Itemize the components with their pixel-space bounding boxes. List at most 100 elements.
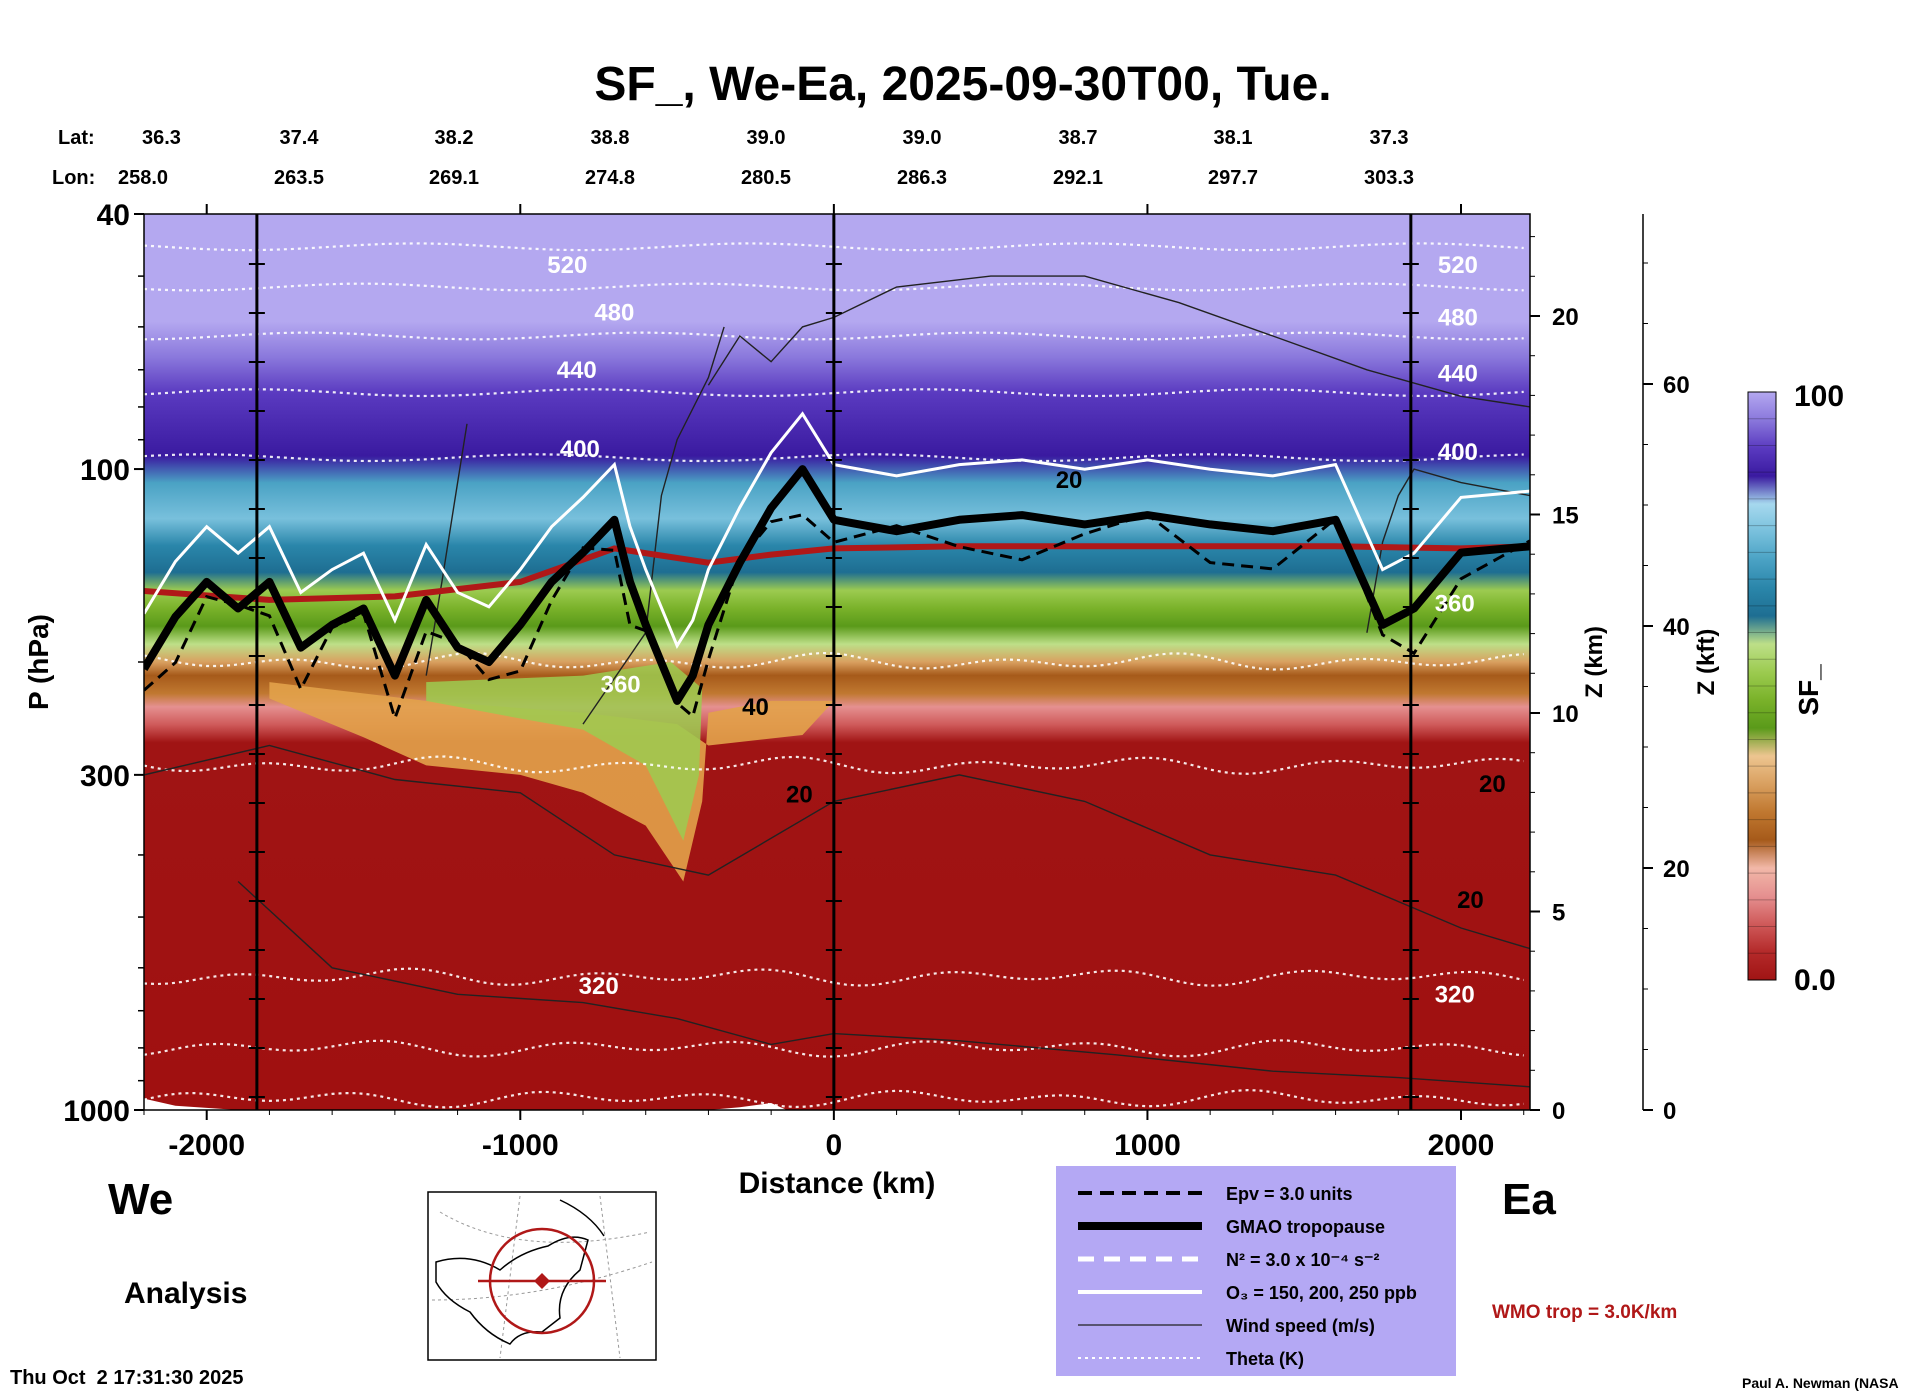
lon-label: Lon: [52,167,95,189]
z-kft-tick-label: 20 [1663,856,1690,883]
theta-contour [144,331,1524,341]
theta-label: 320 [1435,981,1475,1008]
lat-value: 36.3 [142,127,181,149]
z-km-tick-label: 15 [1552,503,1579,530]
theta-label: 520 [547,252,587,279]
right-region-label: Ea [1502,1175,1556,1224]
lat-value: 38.7 [1059,127,1098,149]
legend: Epv = 3.0 units GMAO tropopause N² = 3.0 x… [1056,1166,1456,1376]
z-km-tick-label: 10 [1552,701,1579,728]
lon-value: 292.1 [1053,167,1103,189]
legend-label: Wind speed (m/s) [1226,1316,1375,1336]
x-tick-label: 1000 [1114,1129,1181,1162]
theta-contour [144,453,1524,463]
ozone-contour [144,411,1530,649]
lon-value: 274.8 [585,167,635,189]
tropopause-fold-pocket [269,682,834,882]
colorbar-title: SF_ [1793,664,1824,716]
legend-label: Theta (K) [1226,1349,1304,1369]
colorbar-min: 0.0 [1794,964,1836,997]
theta-label: 400 [1438,439,1478,466]
theta-label: 320 [579,973,619,1000]
wind-label: 20 [1457,887,1484,914]
lon-value: 297.7 [1208,167,1258,189]
lon-value: 269.1 [429,167,479,189]
lat-value: 38.8 [591,127,630,149]
legend-box [1056,1166,1456,1376]
z-km-tick-label: 0 [1552,1098,1565,1125]
lon-value: 258.0 [118,167,168,189]
y-tick-label: 1000 [63,1095,130,1128]
theta-contour [144,651,1524,671]
x-tick-label: -1000 [482,1129,559,1162]
theta-contour [144,1088,1524,1109]
theta-labels: 520 480 440 400 360 320 520 480 440 400 360 320 [547,252,1478,1009]
left-region-label: We [108,1175,173,1224]
colorbar: 100 0.0 SF_ [1747,380,1844,997]
y-tick-label: 40 [97,199,130,232]
theta-contour [144,242,1524,252]
x-tick-label: 0 [826,1129,843,1162]
wind-speed-contour [707,275,1530,408]
analysis-label: Analysis [124,1277,247,1310]
wind-speed-contour [582,326,725,725]
theta-label: 480 [594,300,634,327]
z-kft-tick-label: 40 [1663,614,1690,641]
axes: 40 100 300 1000 -2000 -1000 0 1000 2000 0 5 10 15 20 0… [63,199,1689,1162]
theta-contour [144,1039,1524,1058]
y-tick-label: 300 [80,760,130,793]
y-tick-label: 100 [80,454,130,487]
x-tick-label: 2000 [1428,1129,1495,1162]
lat-value: 39.0 [903,127,942,149]
theta-label: 520 [1438,252,1478,279]
lat-label: Lat: [58,127,95,149]
theta-label: 360 [1435,590,1475,617]
theta-label: 360 [601,672,641,699]
theta-contour [144,967,1524,987]
plot-area [144,214,1530,1110]
wind-label: 20 [1479,771,1506,798]
legend-label: Epv = 3.0 units [1226,1184,1353,1204]
gmao-tropopause-line [144,465,1530,705]
tropopause-fold-green [426,662,703,841]
legend-label: N² = 3.0 x 10⁻⁴ s⁻² [1226,1250,1379,1270]
lat-values: 36.3 37.4 38.2 38.8 39.0 39.0 38.7 38.1 37.3 [142,127,1408,149]
wind-label: 20 [786,782,813,809]
lat-value: 39.0 [747,127,786,149]
lat-value: 37.3 [1370,127,1409,149]
wmo-label: WMO trop = 3.0K/km [1492,1302,1677,1323]
theta-contour [144,388,1524,398]
theta-label: 440 [1438,361,1478,388]
profile-lines [248,214,1419,1110]
theta-label: 480 [1438,304,1478,331]
legend-label: O₃ = 150, 200, 250 ppb [1226,1283,1417,1303]
lon-value: 280.5 [741,167,791,189]
lat-value: 37.4 [280,127,320,149]
z-km-tick-label: 5 [1552,900,1565,927]
location-map [427,1191,657,1361]
lat-value: 38.1 [1214,127,1253,149]
z-km-title: Z (km) [1581,626,1608,698]
wmo-tropopause-line [144,543,1530,603]
lon-value: 263.5 [274,167,324,189]
wind-labels: 20 40 20 20 20 [742,467,1506,914]
wind-label: 20 [1056,467,1083,494]
theta-contours [144,242,1524,1109]
wind-label: 40 [742,694,769,721]
timestamp: Thu Oct 2 17:31:30 2025 [10,1367,243,1389]
z-kft-tick-label: 60 [1663,372,1690,399]
y-axis-title: P (hPa) [23,614,54,710]
z-km-tick-label: 20 [1552,304,1579,331]
chart-title: SF_, We-Ea, 2025-09-30T00, Tue. [594,58,1331,111]
legend-label: GMAO tropopause [1226,1217,1385,1237]
sf-field-background [144,214,1530,1110]
x-axis-title: Distance (km) [739,1167,936,1200]
wind-speed-contour [1366,468,1530,633]
z-kft-title: Z (kft) [1693,629,1720,696]
theta-label: 440 [557,357,597,384]
z-kft-tick-label: 0 [1663,1098,1676,1125]
colorbar-gradient [1747,391,1777,981]
lon-value: 303.3 [1364,167,1414,189]
x-tick-label: -2000 [168,1129,245,1162]
